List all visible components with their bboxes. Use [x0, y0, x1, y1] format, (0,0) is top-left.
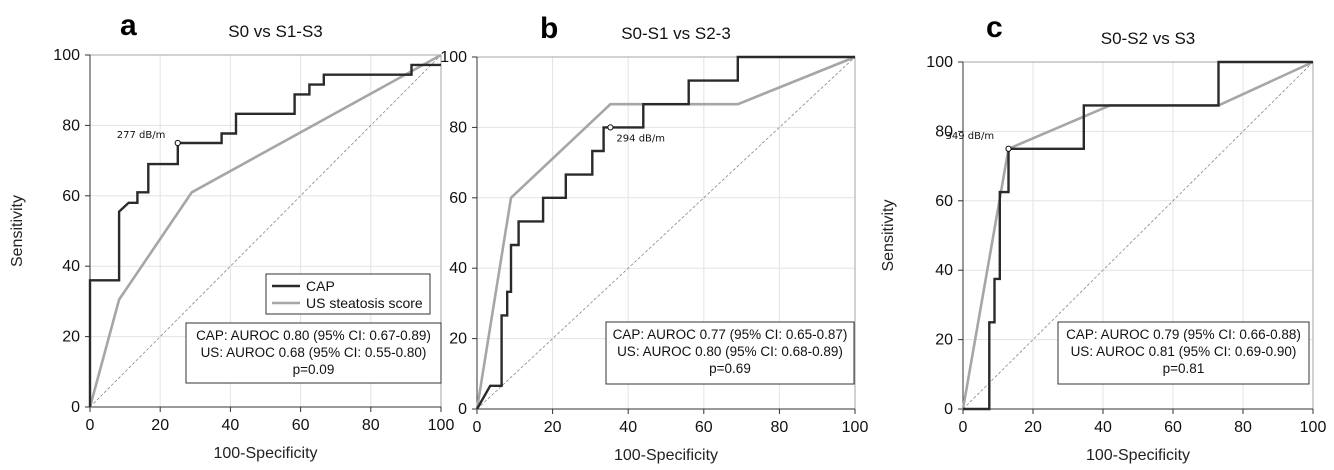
- us-roc-line: [475, 55, 856, 410]
- x-axis-label: 100-Specificity: [614, 447, 718, 464]
- cap-roc-line: [963, 60, 1313, 411]
- stats-line: p=0.81: [1163, 361, 1205, 376]
- us-roc-line: [88, 53, 442, 408]
- legend-box: [265, 273, 431, 315]
- chance-diagonal: [962, 61, 1314, 410]
- x-tick-label: 80: [362, 417, 380, 434]
- panel-letter: a: [120, 9, 137, 42]
- stats-line: US: AUROC 0.80 (95% CI: 0.68-0.89): [617, 344, 843, 359]
- y-tick-label: 100: [53, 47, 80, 64]
- stats-line: CAP: AUROC 0.79 (95% CI: 0.66-0.88): [1066, 327, 1301, 342]
- y-axis-label: Sensitivity: [9, 195, 26, 267]
- legend-entry: US steatosis score: [306, 295, 423, 311]
- stats-frame: [1057, 321, 1310, 385]
- cap-roc-line: [475, 55, 855, 410]
- y-tick-label: 60: [935, 193, 953, 210]
- x-tick-label: 80: [1234, 419, 1252, 436]
- y-tick-label: 0: [458, 401, 467, 418]
- chart-title: S0 vs S1-S3: [228, 22, 323, 41]
- chance-diagonal: [89, 54, 442, 408]
- x-tick-label: 0: [86, 417, 95, 434]
- x-tick-label: 20: [151, 417, 169, 434]
- stats-line: p=0.69: [709, 361, 751, 376]
- stats-box: CAP: AUROC 0.80 (95% CI: 0.67-0.89) US: A…: [185, 322, 442, 384]
- stats-line: CAP: AUROC 0.80 (95% CI: 0.67-0.89): [196, 328, 431, 343]
- cutoff-point: [1005, 145, 1012, 152]
- chart-panel-a: 0 20 40 60 80 100 0 20 40 60 80 100 277 dB/m S0 vs S1…: [9, 9, 454, 462]
- y-tick-label: 60: [62, 188, 80, 205]
- stats-frame: [605, 321, 855, 385]
- y-tick-label: 40: [62, 258, 80, 275]
- x-tick-label: 100: [1300, 419, 1327, 436]
- y-tick-label: 100: [440, 49, 467, 66]
- cutoff-label: 349 dB/m: [946, 131, 995, 142]
- y-tick-label: 20: [449, 331, 467, 348]
- x-tick-label: 100: [842, 419, 869, 436]
- y-tick-label: 100: [926, 54, 953, 71]
- x-tick-label: 0: [473, 419, 482, 436]
- stats-frame: [185, 322, 442, 384]
- y-tick-label: 0: [944, 401, 953, 418]
- y-tick-label: 60: [449, 190, 467, 207]
- y-tick-label: 20: [935, 332, 953, 349]
- stats-box: CAP: AUROC 0.79 (95% CI: 0.66-0.88) US: A…: [1057, 321, 1310, 385]
- cap-roc-line: [88, 63, 441, 407]
- y-tick-label: 20: [62, 329, 80, 346]
- x-tick-label: 40: [222, 417, 240, 434]
- y-tick-label: 0: [71, 399, 80, 416]
- x-tick-label: 40: [619, 419, 637, 436]
- stats-box: CAP: AUROC 0.77 (95% CI: 0.65-0.87) US: A…: [605, 321, 855, 385]
- x-tick-label: 20: [544, 419, 562, 436]
- legend-entry: CAP: [306, 278, 335, 294]
- x-tick-label: 0: [959, 419, 968, 436]
- x-tick-label: 100: [428, 417, 455, 434]
- chance-diagonal: [476, 56, 856, 410]
- x-tick-label: 60: [695, 419, 713, 436]
- x-tick-label: 20: [1024, 419, 1042, 436]
- y-tick-label: 40: [935, 262, 953, 279]
- y-axis-label: Sensitivity: [880, 199, 897, 271]
- chart-panel-c: 0 20 40 60 80 100 0 20 40 60 80 100 349 dB/m S0-S2 vs…: [880, 11, 1326, 464]
- y-tick-label: 40: [449, 260, 467, 277]
- cutoff-point: [607, 124, 614, 131]
- y-tick-label: 80: [935, 123, 953, 140]
- x-axis-label: 100-Specificity: [213, 445, 317, 462]
- stats-line: US: AUROC 0.81 (95% CI: 0.69-0.90): [1071, 344, 1297, 359]
- y-tick-label: 80: [62, 117, 80, 134]
- stats-line: p=0.09: [293, 362, 335, 377]
- x-tick-label: 60: [292, 417, 310, 434]
- y-tick-label: 80: [449, 119, 467, 136]
- panel-letter: c: [986, 11, 1003, 44]
- stats-line: CAP: AUROC 0.77 (95% CI: 0.65-0.87): [613, 327, 848, 342]
- x-tick-label: 60: [1164, 419, 1182, 436]
- cutoff-point: [174, 139, 181, 147]
- panel-letter: b: [540, 12, 558, 45]
- chart-title: S0-S1 vs S2-3: [621, 24, 731, 43]
- x-axis-label: 100-Specificity: [1086, 447, 1190, 464]
- x-tick-label: 80: [771, 419, 789, 436]
- chart-title: S0-S2 vs S3: [1101, 29, 1196, 48]
- cutoff-label: 277 dB/m: [117, 130, 166, 141]
- x-tick-label: 40: [1094, 419, 1112, 436]
- chart-panel-b: 0 20 40 60 80 100 0 20 40 60 80 100 294 dB/m S0-S1 vs…: [440, 12, 868, 464]
- stats-line: US: AUROC 0.68 (95% CI: 0.55-0.80): [201, 345, 427, 360]
- cutoff-label: 294 dB/m: [616, 133, 665, 144]
